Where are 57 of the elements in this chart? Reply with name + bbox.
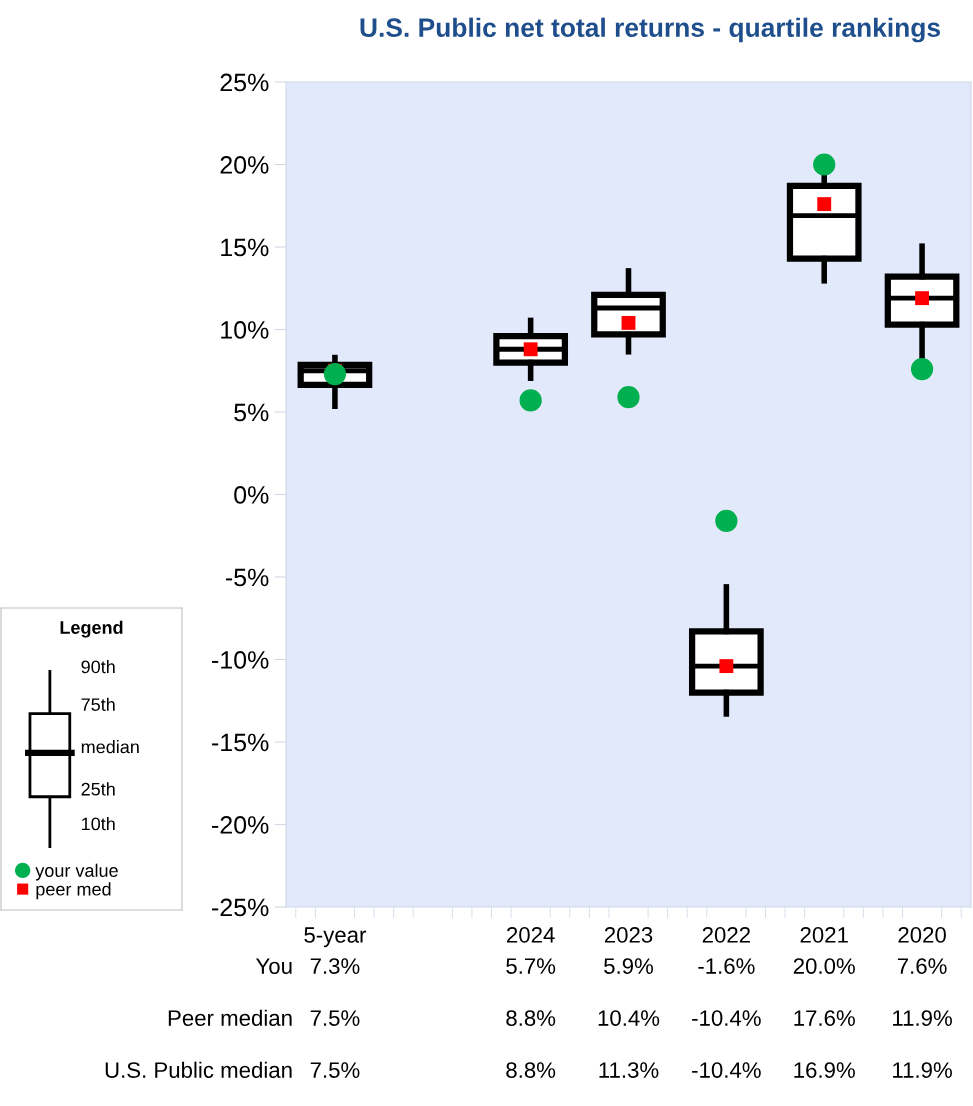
- y-tick-label: 5%: [234, 403, 269, 422]
- x-tick-label: 2022: [702, 927, 750, 943]
- x-tick-label: 2020: [898, 927, 946, 943]
- text: 11.9%: [893, 1062, 952, 1078]
- text: 90th: [81, 659, 115, 674]
- point: [621, 315, 636, 330]
- data-label: 7.3%: [310, 958, 360, 974]
- data-label: 5.9%: [604, 958, 654, 974]
- y-tick-label: -10%: [212, 651, 269, 669]
- point: [719, 659, 734, 674]
- y-tick-label: 10%: [221, 321, 269, 339]
- chart-title: U.S. Public net total returns - quartile rankings: [360, 17, 940, 43]
- data-label: -10.4%: [692, 1010, 761, 1026]
- text: median: [81, 740, 139, 754]
- y-tick-label: 0%: [234, 486, 269, 504]
- data-label: 10.4%: [598, 1010, 660, 1026]
- data-label: 8.8%: [506, 1010, 556, 1026]
- text: You: [255, 958, 292, 974]
- point: [813, 153, 836, 176]
- text: 7.5%: [310, 1062, 360, 1078]
- text: Peer median: [168, 1009, 292, 1026]
- point: [910, 357, 934, 381]
- text: U.S. Public median: [105, 1061, 292, 1078]
- point: [617, 386, 640, 409]
- data-label: 7.6%: [897, 958, 947, 974]
- legend-label: your value: [35, 863, 118, 881]
- x-tick-label: 2021: [800, 927, 848, 943]
- x-tick-label: 2023: [604, 927, 653, 943]
- text: 75th: [81, 697, 115, 711]
- y-tick-label: -5%: [225, 568, 269, 587]
- y-tick-label: -20%: [212, 816, 269, 834]
- point: [519, 389, 542, 412]
- point: [523, 342, 538, 357]
- data-label: -1.6%: [698, 958, 755, 974]
- y-tick-label: 15%: [221, 238, 269, 257]
- text: 25th: [81, 782, 115, 796]
- data-label: 11.9%: [893, 1010, 952, 1026]
- y-tick-label: 25%: [220, 73, 269, 92]
- text: 16.9%: [794, 1062, 855, 1078]
- point: [715, 509, 738, 533]
- x-tick-label: 5-year: [304, 927, 367, 948]
- y-tick-label: -25%: [212, 898, 269, 917]
- legend-label: peer med: [36, 882, 111, 900]
- text: 11.3%: [599, 1062, 659, 1078]
- text: -10.4%: [692, 1062, 761, 1078]
- text: 10th: [82, 817, 115, 831]
- point: [915, 291, 930, 306]
- legend-title: Legend: [60, 620, 123, 638]
- y-tick-label: -15%: [212, 733, 269, 752]
- data-label: 5.7%: [506, 958, 556, 974]
- x-tick-label: 2024: [507, 927, 555, 943]
- point: [817, 197, 832, 212]
- text: 8.8%: [506, 1062, 556, 1078]
- data-label: 20.0%: [793, 958, 855, 974]
- data-label: 17.6%: [794, 1010, 855, 1026]
- data-label: 7.5%: [310, 1010, 360, 1026]
- y-tick-label: 20%: [220, 156, 269, 174]
